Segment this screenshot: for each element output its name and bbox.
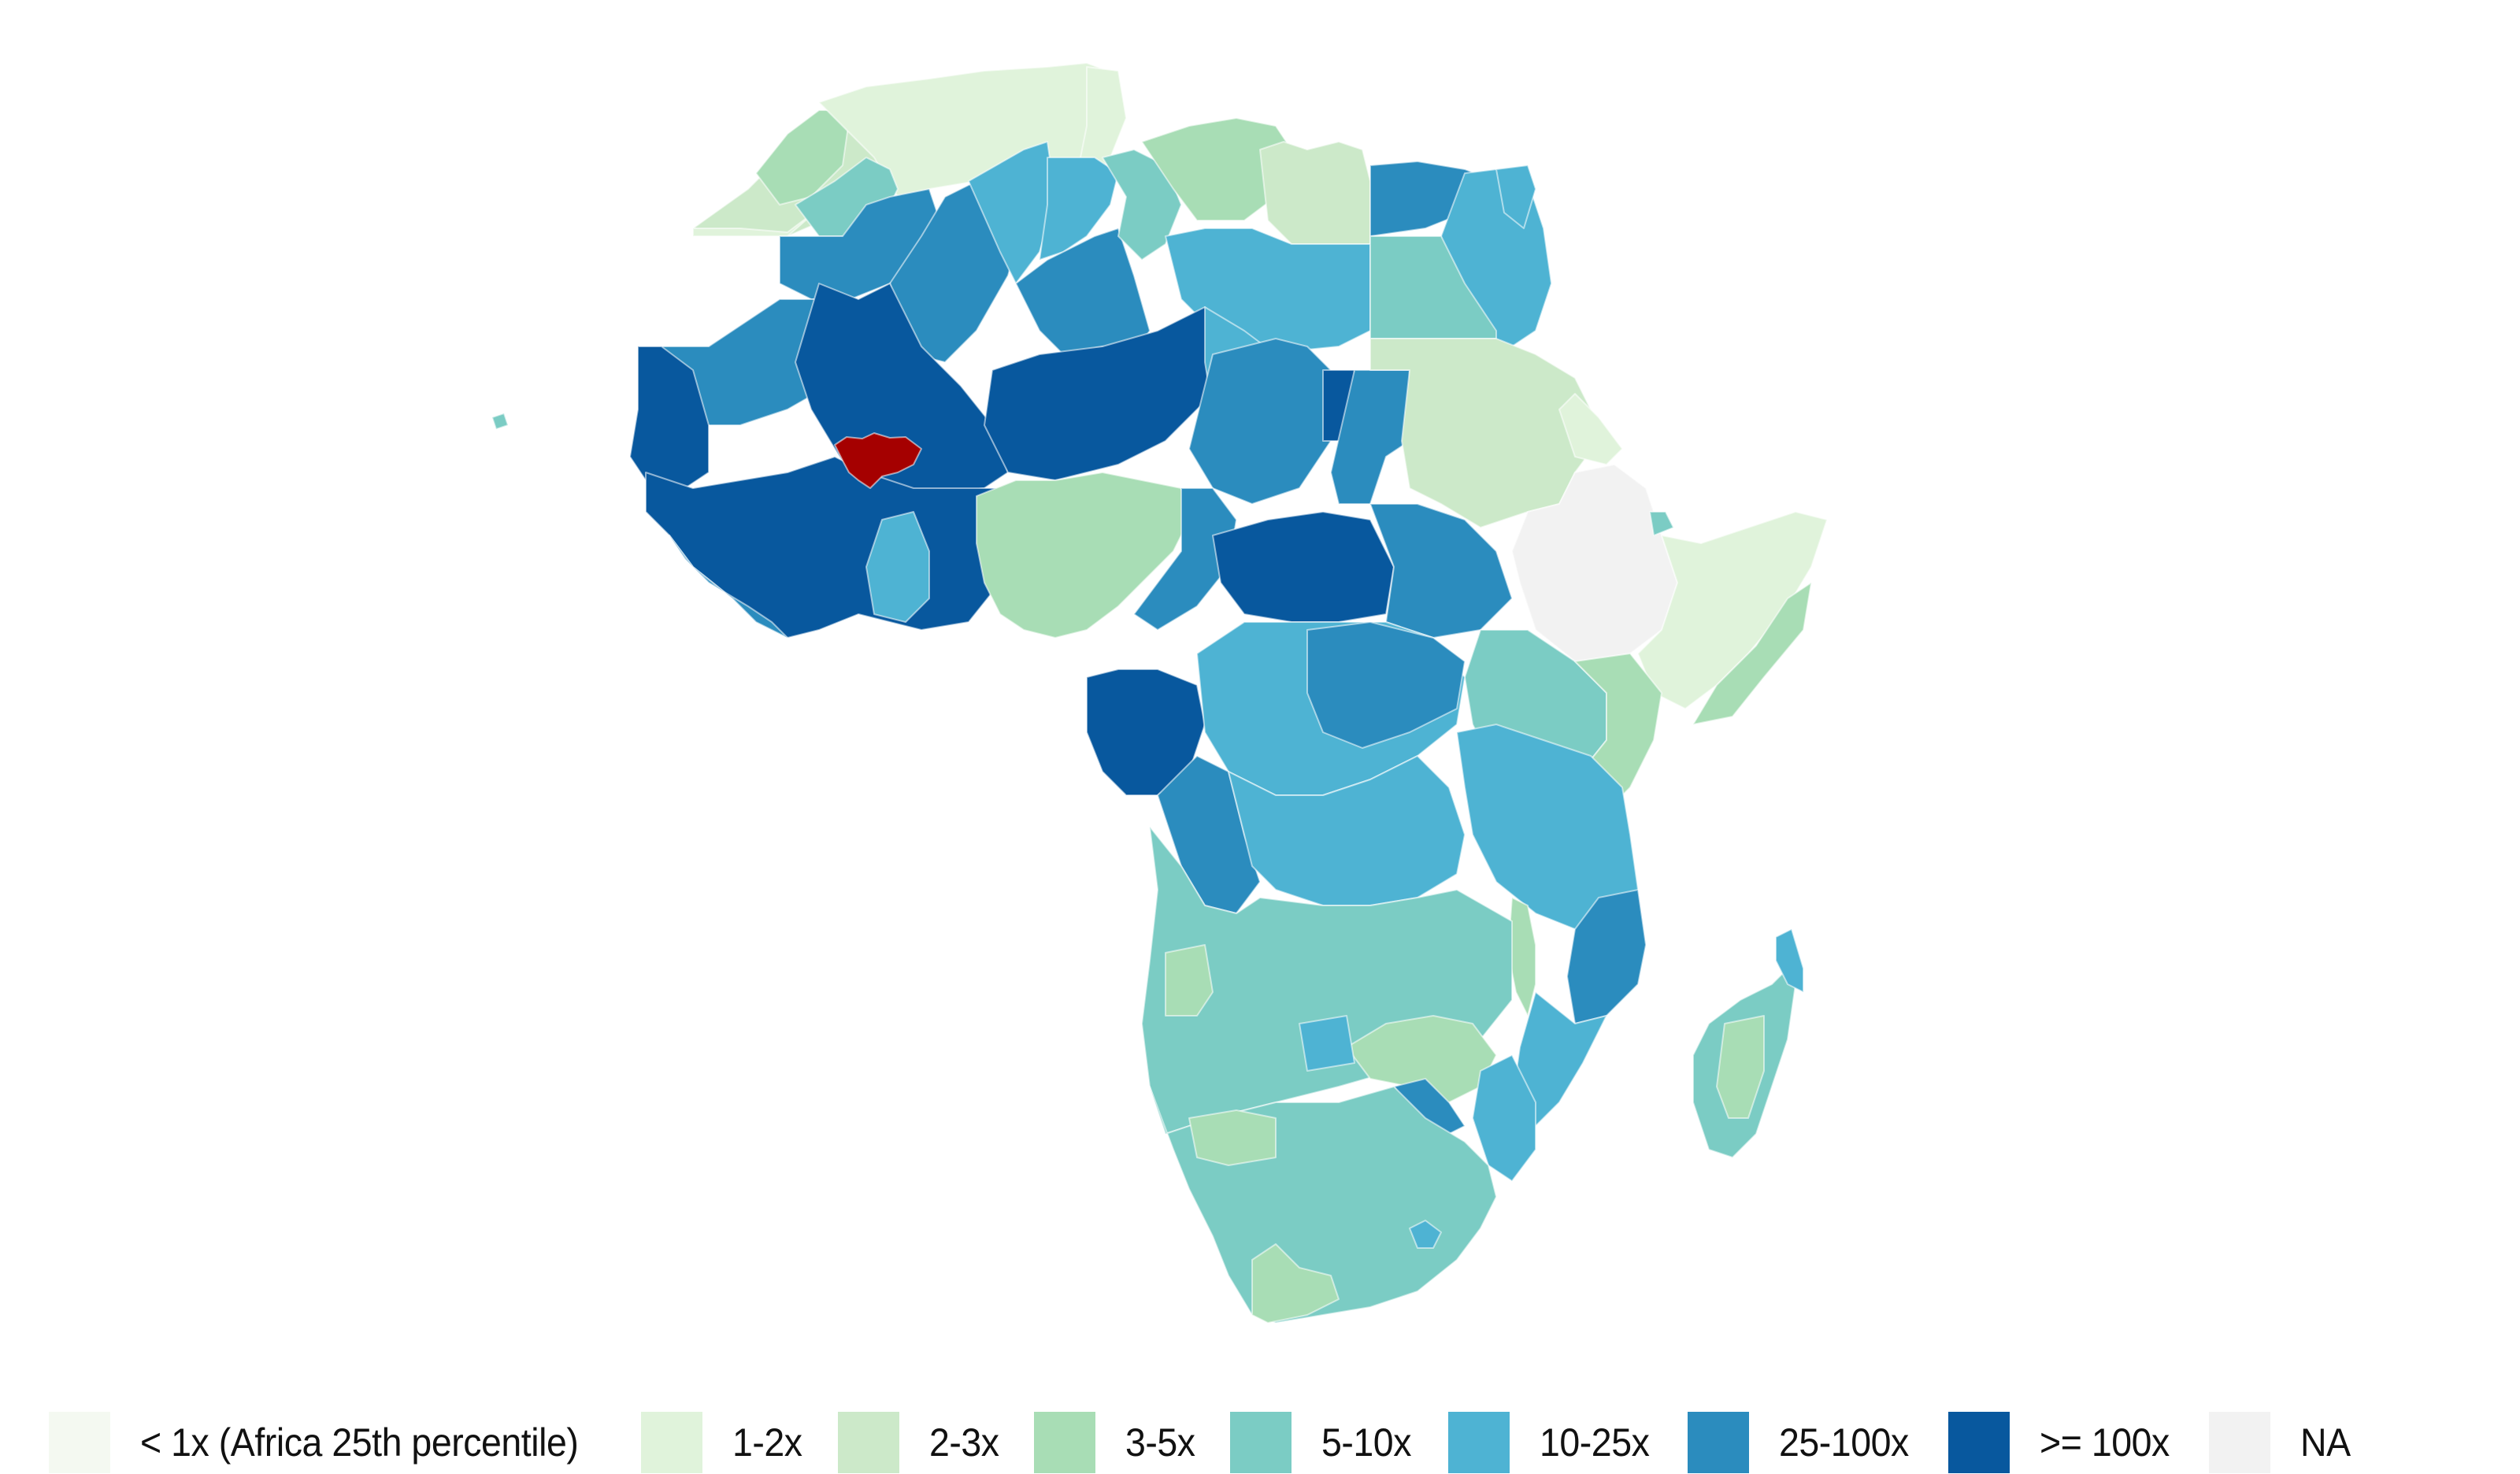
legend-item-2-3x: 2-3x bbox=[837, 1412, 1004, 1473]
regions-layer bbox=[491, 62, 1828, 1324]
legend-swatch bbox=[1230, 1412, 1292, 1473]
region-libya-west bbox=[1102, 149, 1182, 261]
legend-item-gte100x: >= 100x bbox=[1947, 1412, 2179, 1473]
legend-swatch bbox=[1947, 1412, 2010, 1473]
region-south-africa-southwest bbox=[1251, 1243, 1340, 1324]
region-western-sahara bbox=[692, 208, 820, 237]
region-cape-verde-islands bbox=[491, 413, 509, 430]
legend-label: >= 100x bbox=[2039, 1420, 2170, 1465]
region-south-sudan bbox=[1369, 503, 1513, 639]
region-drc-northeast bbox=[1306, 621, 1466, 749]
region-madagascar-north bbox=[1775, 928, 1804, 993]
legend-item-3-5x: 3-5x bbox=[1033, 1412, 1200, 1473]
legend-label: 10-25x bbox=[1539, 1420, 1650, 1465]
region-senegal-gambia bbox=[629, 346, 710, 489]
legend-label: 5-10x bbox=[1321, 1420, 1412, 1465]
region-sinai bbox=[1495, 165, 1536, 229]
legend-label: < 1x (Africa 25th percentile) bbox=[140, 1420, 579, 1465]
region-burkina-mali-border-hotspot bbox=[834, 432, 922, 489]
region-botswana-block bbox=[1299, 1015, 1355, 1072]
legend-swatch bbox=[1447, 1412, 1510, 1473]
legend-item-1-2x: 1-2x bbox=[641, 1412, 807, 1473]
region-algeria-southeast bbox=[1039, 157, 1119, 261]
region-chad-central bbox=[1188, 338, 1332, 505]
region-guinea-coast bbox=[669, 535, 788, 639]
region-madagascar-central bbox=[1716, 1015, 1765, 1119]
legend-item-na: NA bbox=[2208, 1412, 2354, 1473]
legend-item-5-10x: 5-10x bbox=[1230, 1412, 1418, 1473]
africa-choropleth-map bbox=[491, 62, 1828, 1324]
legend-label: 1-2x bbox=[732, 1420, 802, 1465]
region-drc-south bbox=[1228, 755, 1466, 906]
legend-label: 2-3x bbox=[928, 1420, 999, 1465]
legend-swatch bbox=[1033, 1412, 1095, 1473]
legend-swatch bbox=[1687, 1412, 1749, 1473]
region-morocco-central bbox=[755, 109, 851, 206]
region-lesotho bbox=[1409, 1220, 1442, 1249]
legend-swatch bbox=[49, 1412, 110, 1473]
region-central-african-republic bbox=[1212, 511, 1395, 623]
legend-swatch bbox=[837, 1412, 899, 1473]
region-algeria-south bbox=[1015, 228, 1151, 355]
region-cameroon-north bbox=[1133, 487, 1237, 631]
region-ghana bbox=[865, 511, 930, 623]
region-libya-east bbox=[1259, 141, 1371, 245]
legend-item-10-25x: 10-25x bbox=[1447, 1412, 1658, 1473]
legend-label: NA bbox=[2300, 1420, 2351, 1465]
region-nigeria bbox=[976, 472, 1190, 639]
legend-label: 25-100x bbox=[1778, 1420, 1909, 1465]
legend-item-25-100x: 25-100x bbox=[1687, 1412, 1918, 1473]
region-mozambique-south bbox=[1472, 1054, 1536, 1182]
legend: < 1x (Africa 25th percentile) 1-2x 2-3x … bbox=[49, 1411, 2384, 1474]
legend-label: 3-5x bbox=[1125, 1420, 1195, 1465]
region-namibia-south-green bbox=[1188, 1109, 1277, 1166]
legend-swatch bbox=[641, 1412, 703, 1473]
region-eritrea bbox=[1558, 393, 1623, 465]
region-djibouti bbox=[1649, 511, 1674, 536]
region-angola-central-green bbox=[1165, 944, 1214, 1017]
legend-swatch bbox=[2208, 1412, 2270, 1473]
region-somalia-south bbox=[1692, 582, 1812, 725]
legend-item-lt1x: < 1x (Africa 25th percentile) bbox=[49, 1412, 611, 1473]
